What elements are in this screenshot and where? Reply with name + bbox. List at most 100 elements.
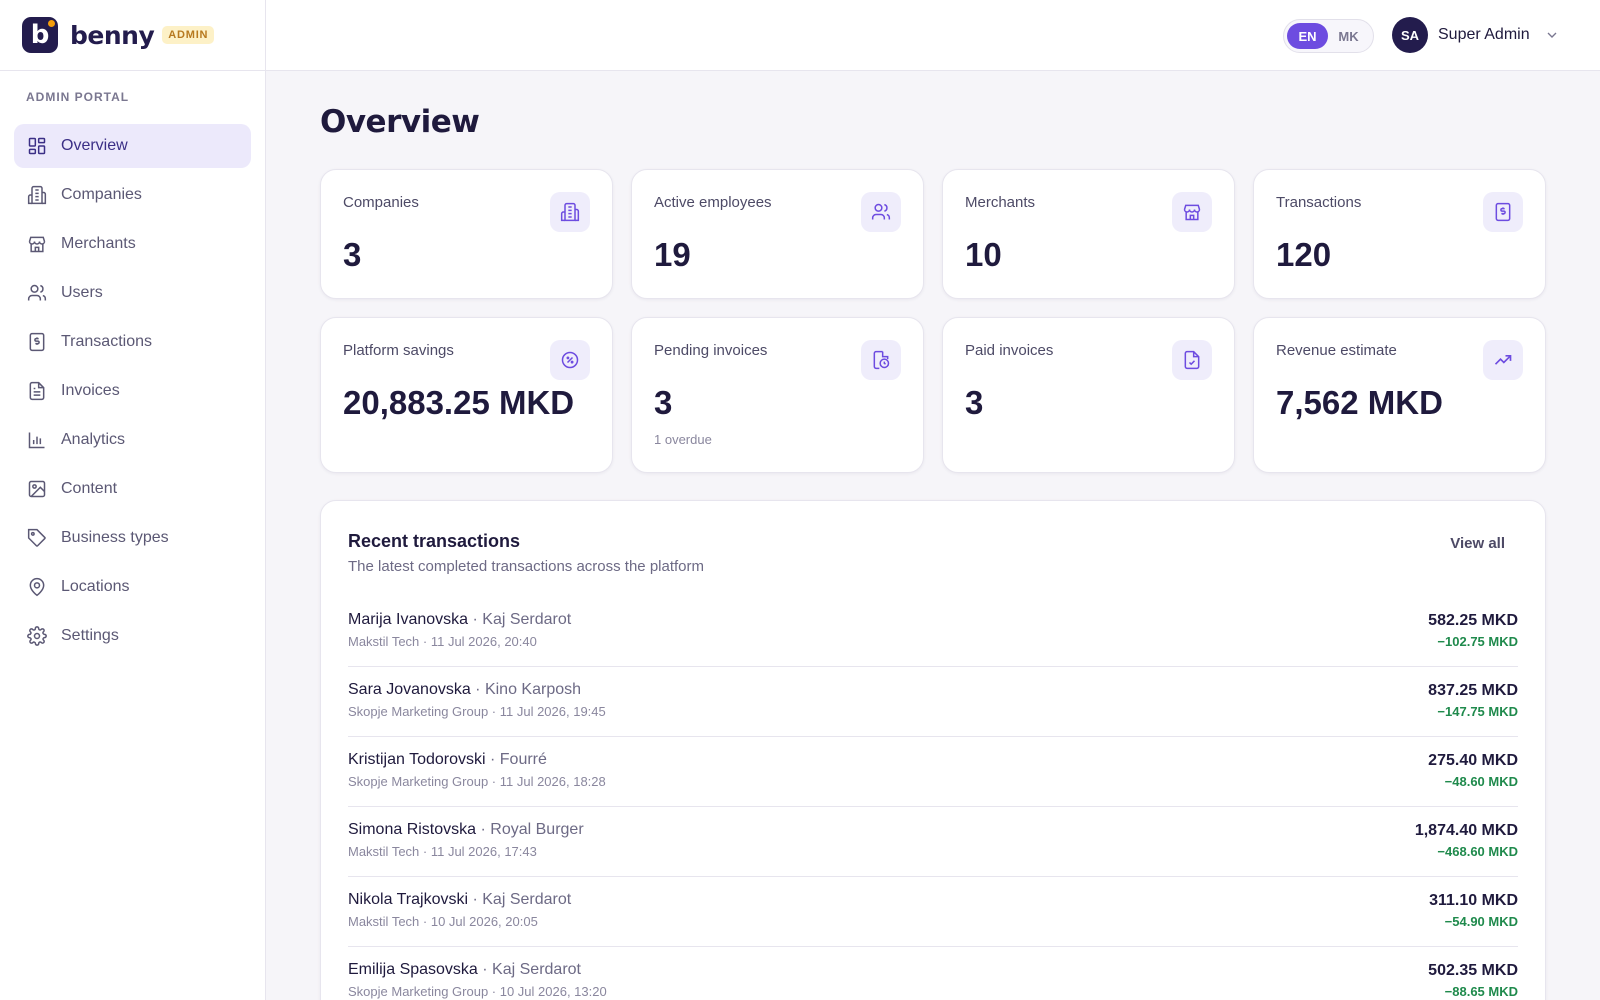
- stat-value: 3: [654, 384, 673, 421]
- admin-badge: ADMIN: [162, 26, 215, 44]
- transaction-saving: −48.60 MKD: [1444, 774, 1518, 789]
- sidebar-item-locations[interactable]: Locations: [14, 565, 251, 609]
- stat-card-revenue-estimate[interactable]: Revenue estimate 7,562 MKD: [1253, 317, 1546, 473]
- users-icon: [27, 284, 47, 301]
- transaction-amount: 311.10 MKD: [1429, 892, 1518, 909]
- sidebar-item-users[interactable]: Users: [14, 271, 251, 315]
- transaction-saving: −102.75 MKD: [1437, 634, 1518, 649]
- sidebar-item-business-types[interactable]: Business types: [14, 516, 251, 560]
- transaction-row[interactable]: Sara Jovanovska · Kino Karposh Skopje Ma…: [348, 667, 1518, 737]
- stat-value: 10: [965, 236, 1002, 273]
- transaction-saving: −88.65 MKD: [1444, 984, 1518, 999]
- gear-icon: [27, 626, 47, 646]
- stat-card-active-employees[interactable]: Active employees 19: [631, 169, 924, 299]
- stat-label: Platform savings: [343, 342, 454, 359]
- stat-card-transactions[interactable]: Transactions 120: [1253, 169, 1546, 299]
- document-icon: [29, 381, 45, 401]
- stat-value: 3: [343, 236, 362, 273]
- transaction-row[interactable]: Nikola Trajkovski · Kaj Serdarot Makstil…: [348, 877, 1518, 947]
- merchant-name: Kaj Serdarot: [482, 891, 572, 908]
- user-menu[interactable]: SA Super Admin: [1392, 17, 1560, 53]
- transaction-title: Sara Jovanovska · Kino Karposh: [348, 681, 582, 698]
- topbar: EN MK SA Super Admin: [266, 0, 1600, 71]
- transaction-row[interactable]: Emilija Spasovska · Kaj Serdarot Skopje …: [348, 947, 1518, 1000]
- sidebar-item-label: Business types: [61, 529, 169, 546]
- customer-name: Simona Ristovska: [348, 821, 477, 838]
- stat-value: 120: [1276, 236, 1332, 273]
- stat-card-paid-invoices[interactable]: Paid invoices 3: [942, 317, 1235, 473]
- chevron-down-icon: [1547, 32, 1557, 38]
- sidebar-item-settings[interactable]: Settings: [14, 614, 251, 658]
- transaction-title: Simona Ristovska · Royal Burger: [348, 821, 584, 838]
- transaction-meta: Skopje Marketing Group · 10 Jul 2026, 13…: [348, 984, 607, 999]
- view-all-link[interactable]: View all: [1450, 535, 1505, 552]
- language-mk-button[interactable]: MK: [1338, 28, 1359, 44]
- stat-card-merchants[interactable]: Merchants 10: [942, 169, 1235, 299]
- sidebar-item-label: Locations: [61, 578, 130, 595]
- stat-card-pending-invoices[interactable]: Pending invoices 3 1 overdue: [631, 317, 924, 473]
- sidebar-item-label: Settings: [61, 627, 119, 644]
- sidebar-item-overview[interactable]: Overview: [14, 124, 251, 168]
- sidebar-item-label: Companies: [61, 186, 142, 203]
- customer-name: Sara Jovanovska: [348, 681, 471, 698]
- transaction-saving: −54.90 MKD: [1444, 914, 1518, 929]
- customer-name: Nikola Trajkovski: [348, 891, 469, 908]
- sidebar-item-label: Overview: [61, 137, 128, 154]
- transaction-meta: Makstil Tech · 11 Jul 2026, 20:40: [348, 634, 537, 649]
- store-icon: [1172, 192, 1212, 232]
- transaction-row[interactable]: Simona Ristovska · Royal Burger Makstil …: [348, 807, 1518, 877]
- sidebar-item-label: Merchants: [61, 235, 136, 252]
- transaction-title: Emilija Spasovska · Kaj Serdarot: [348, 961, 581, 978]
- transaction-meta: Makstil Tech · 11 Jul 2026, 17:43: [348, 844, 537, 859]
- transactions-list: Marija Ivanovska · Kaj Serdarot Makstil …: [348, 597, 1518, 1000]
- transaction-amount: 582.25 MKD: [1428, 612, 1518, 629]
- sidebar-nav: Overview Companies Merchants Users Trans…: [0, 124, 265, 658]
- stat-subtext: 1 overdue: [654, 432, 712, 447]
- brand[interactable]: b benny ADMIN: [0, 0, 265, 71]
- merchant-name: Kino Karposh: [484, 681, 582, 698]
- sidebar: b benny ADMIN ADMIN PORTAL Overview Comp…: [0, 0, 266, 1000]
- stat-label: Companies: [343, 194, 419, 211]
- image-icon: [28, 480, 46, 498]
- stat-label: Merchants: [965, 194, 1036, 211]
- sidebar-item-label: Analytics: [61, 431, 126, 448]
- file-clock-icon: [861, 340, 901, 380]
- transaction-title: Nikola Trajkovski · Kaj Serdarot: [348, 891, 572, 908]
- stat-card-companies[interactable]: Companies 3: [320, 169, 613, 299]
- sidebar-item-analytics[interactable]: Analytics: [14, 418, 251, 462]
- stat-value: 20,883.25 MKD: [343, 384, 575, 421]
- recent-transactions-subtitle: The latest completed transactions across…: [348, 558, 705, 575]
- transaction-amount: 1,874.40 MKD: [1414, 822, 1518, 839]
- merchant-name: Kaj Serdarot: [482, 611, 572, 628]
- page-title: Overview: [320, 104, 480, 140]
- stat-card-platform-savings[interactable]: Platform savings 20,883.25 MKD: [320, 317, 613, 473]
- sidebar-item-label: Users: [61, 284, 103, 301]
- transaction-amount: 275.40 MKD: [1428, 752, 1518, 769]
- receipt-icon: [29, 332, 45, 352]
- building-icon: [27, 185, 47, 205]
- recent-transactions-title: Recent transactions: [348, 531, 521, 551]
- sidebar-item-companies[interactable]: Companies: [14, 173, 251, 217]
- trending-up-icon: [1483, 340, 1523, 380]
- language-en-button[interactable]: EN: [1287, 23, 1328, 49]
- sidebar-item-content[interactable]: Content: [14, 467, 251, 511]
- transaction-row[interactable]: Marija Ivanovska · Kaj Serdarot Makstil …: [348, 597, 1518, 667]
- receipt-icon: [1483, 192, 1523, 232]
- sidebar-item-transactions[interactable]: Transactions: [14, 320, 251, 364]
- bar-chart-icon: [28, 432, 45, 449]
- stat-label: Pending invoices: [654, 342, 768, 359]
- sidebar-item-label: Content: [61, 480, 118, 497]
- sidebar-item-invoices[interactable]: Invoices: [14, 369, 251, 413]
- stat-value: 3: [965, 384, 984, 421]
- transaction-meta: Skopje Marketing Group · 11 Jul 2026, 18…: [348, 774, 606, 789]
- transaction-title: Marija Ivanovska · Kaj Serdarot: [348, 611, 572, 628]
- sidebar-item-merchants[interactable]: Merchants: [14, 222, 251, 266]
- transaction-row[interactable]: Kristijan Todorovski · Fourré Skopje Mar…: [348, 737, 1518, 807]
- transaction-title: Kristijan Todorovski · Fourré: [348, 751, 547, 768]
- merchant-name: Royal Burger: [490, 821, 584, 838]
- users-icon: [861, 192, 901, 232]
- transaction-meta: Makstil Tech · 10 Jul 2026, 20:05: [348, 914, 538, 929]
- recent-transactions-panel: Recent transactions The latest completed…: [320, 500, 1546, 1000]
- language-toggle: EN MK: [1283, 19, 1374, 53]
- transaction-amount: 502.35 MKD: [1428, 962, 1518, 979]
